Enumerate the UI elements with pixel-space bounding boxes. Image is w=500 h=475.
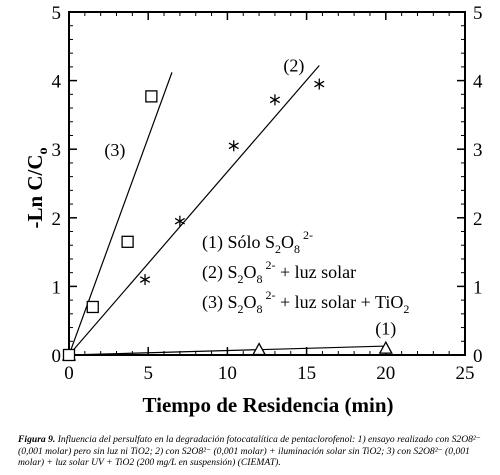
x-tick-label: 15 [297, 363, 316, 384]
caption-text: Influencia del persulfato en la degradac… [18, 434, 481, 468]
series-2-legend-sub: 8 [257, 272, 263, 286]
series-1-legend-number: (1) [202, 232, 228, 253]
series-1-legend-sup: 2- [300, 228, 313, 242]
series-3-legend-tail: + luz solar + TiO [276, 292, 404, 312]
series-1-curve-label: (1) [375, 318, 396, 339]
y-axis-label: -Ln C/Co [23, 147, 51, 228]
series-1-legend-entry: (1) Sólo S2O8 2- [202, 228, 313, 256]
x-tick-label: 5 [143, 363, 153, 384]
y-axis-label-sub: o [36, 147, 51, 154]
series-3-legend-sub: 8 [257, 302, 263, 316]
square-marker [145, 90, 158, 103]
y-tick-label-right: 5 [473, 3, 483, 24]
asterisk-marker [139, 274, 151, 286]
series-1-legend-text: Sólo S [228, 232, 276, 252]
x-tick-label: 10 [218, 363, 237, 384]
y-axis-label-main: -Ln C/C [23, 154, 47, 228]
x-tick-label: 25 [456, 363, 475, 384]
series-3-legend-sup: 2- [263, 288, 276, 302]
series-2-legend-entry: (2) S2O8 2- + luz solar [202, 258, 356, 286]
series-1-legend-mid: O [281, 232, 294, 252]
series-3-legend-entry: (3) S2O8 2- + luz solar + TiO2 [202, 288, 409, 316]
asterisk-marker [228, 140, 239, 152]
square-marker [86, 300, 99, 314]
triangle-marker [251, 342, 267, 356]
series-3-legend-number: (3) [202, 292, 228, 313]
y-tick-label-right: 4 [473, 72, 483, 93]
asterisk-stroke [314, 80, 325, 88]
plot-border [68, 11, 466, 356]
series-3-legend-sub: 2 [238, 302, 244, 316]
y-tick-label-right: 3 [473, 140, 483, 161]
series-2-legend-mid: O [244, 262, 257, 282]
y-tick-label: 0 [52, 346, 62, 367]
series-2-curve-label: (2) [283, 56, 304, 77]
asterisk-stroke [228, 142, 239, 150]
y-tick-label: 2 [52, 209, 62, 230]
series-3-curve-label: (3) [104, 140, 125, 161]
asterisk-marker [174, 215, 185, 227]
asterisk-marker [314, 78, 325, 90]
y-tick-label-right: 1 [473, 277, 483, 298]
series-1-legend-sub: 2 [275, 242, 281, 256]
series-2-legend-sub: 2 [238, 272, 244, 286]
series-2-legend-number: (2) [202, 262, 228, 283]
chart-figure: 0 5 10 15 20 25 0 01 12 23 34 45 5 (1)(2)(3) (1) Só… [23, 3, 484, 417]
asterisk-stroke [174, 217, 185, 225]
series-1-legend-sub: 8 [294, 242, 300, 256]
x-tick-label: 0 [64, 363, 74, 384]
data-markers [61, 78, 393, 362]
y-tick-label-right: 0 [473, 346, 483, 367]
series-3-fit-line [68, 72, 173, 356]
y-tick-label: 3 [52, 140, 62, 161]
square-marker [121, 235, 134, 248]
series-3-legend-text: S [228, 292, 238, 312]
legend: (1) Sólo S2O8 2-(2) S2O8 2- + luz solar(… [202, 228, 409, 316]
x-tick-label: 20 [376, 363, 395, 384]
series-3-legend-sub: 2 [403, 302, 409, 316]
y-axis-ticks: 0 0 1 1 2 2 3 3 4 4 5 5 [52, 3, 484, 367]
x-axis-label: Tiempo de Residencia (min) [142, 393, 393, 417]
y-tick-label: 5 [52, 3, 62, 24]
y-tick-label: 4 [52, 72, 62, 93]
series-2-fit-line [68, 65, 320, 356]
square-marker [62, 348, 76, 362]
triangle-marker [378, 340, 393, 354]
fit-lines [68, 65, 386, 356]
series-3-legend-mid: O [244, 292, 257, 312]
asterisk-stroke [139, 276, 151, 283]
curve-labels: (1) (2) (3) [104, 56, 396, 340]
asterisk-stroke [269, 96, 281, 104]
series-2-legend-tail: + luz solar [276, 262, 357, 282]
series-2-legend-sup: 2- [263, 258, 276, 272]
series-1-fit-line [68, 345, 386, 356]
y-tick-label: 1 [52, 277, 62, 298]
caption-label: Figura 9. [18, 434, 56, 445]
plot-frame [68, 11, 466, 356]
x-axis-ticks: 0 5 10 15 20 25 [64, 12, 475, 384]
y-tick-label-right: 2 [473, 209, 483, 230]
asterisk-marker [269, 94, 281, 106]
series-2-legend-text: S [228, 262, 238, 282]
figure-caption: Figura 9. Influencia del persulfato en l… [18, 434, 496, 469]
